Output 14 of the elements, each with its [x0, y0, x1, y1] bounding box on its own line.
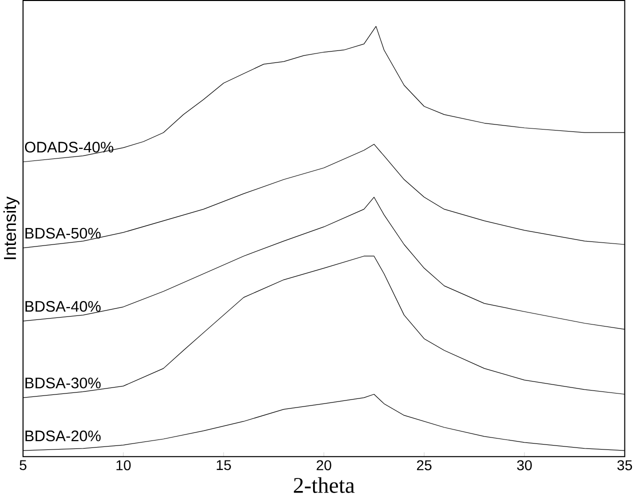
x-tick-label: 20	[316, 460, 332, 470]
x-tick-label: 15	[216, 460, 231, 470]
x-tick-label: 10	[116, 460, 131, 470]
y-axis-title: Intensity	[3, 196, 20, 259]
series-label: ODADS-40%	[24, 142, 114, 152]
x-axis-title: 2-theta	[294, 477, 355, 493]
series-label: BDSA-40%	[25, 300, 101, 312]
series-label: BDSA-20%	[25, 430, 101, 442]
series-label: BDSA-50%	[25, 228, 101, 238]
series-label: BDSA-30%	[25, 377, 101, 388]
x-tick-label: 25	[416, 460, 432, 470]
x-tick-label: 35	[617, 460, 632, 470]
x-tick-label: 30	[517, 460, 532, 470]
x-tick-label: 5	[20, 460, 26, 470]
